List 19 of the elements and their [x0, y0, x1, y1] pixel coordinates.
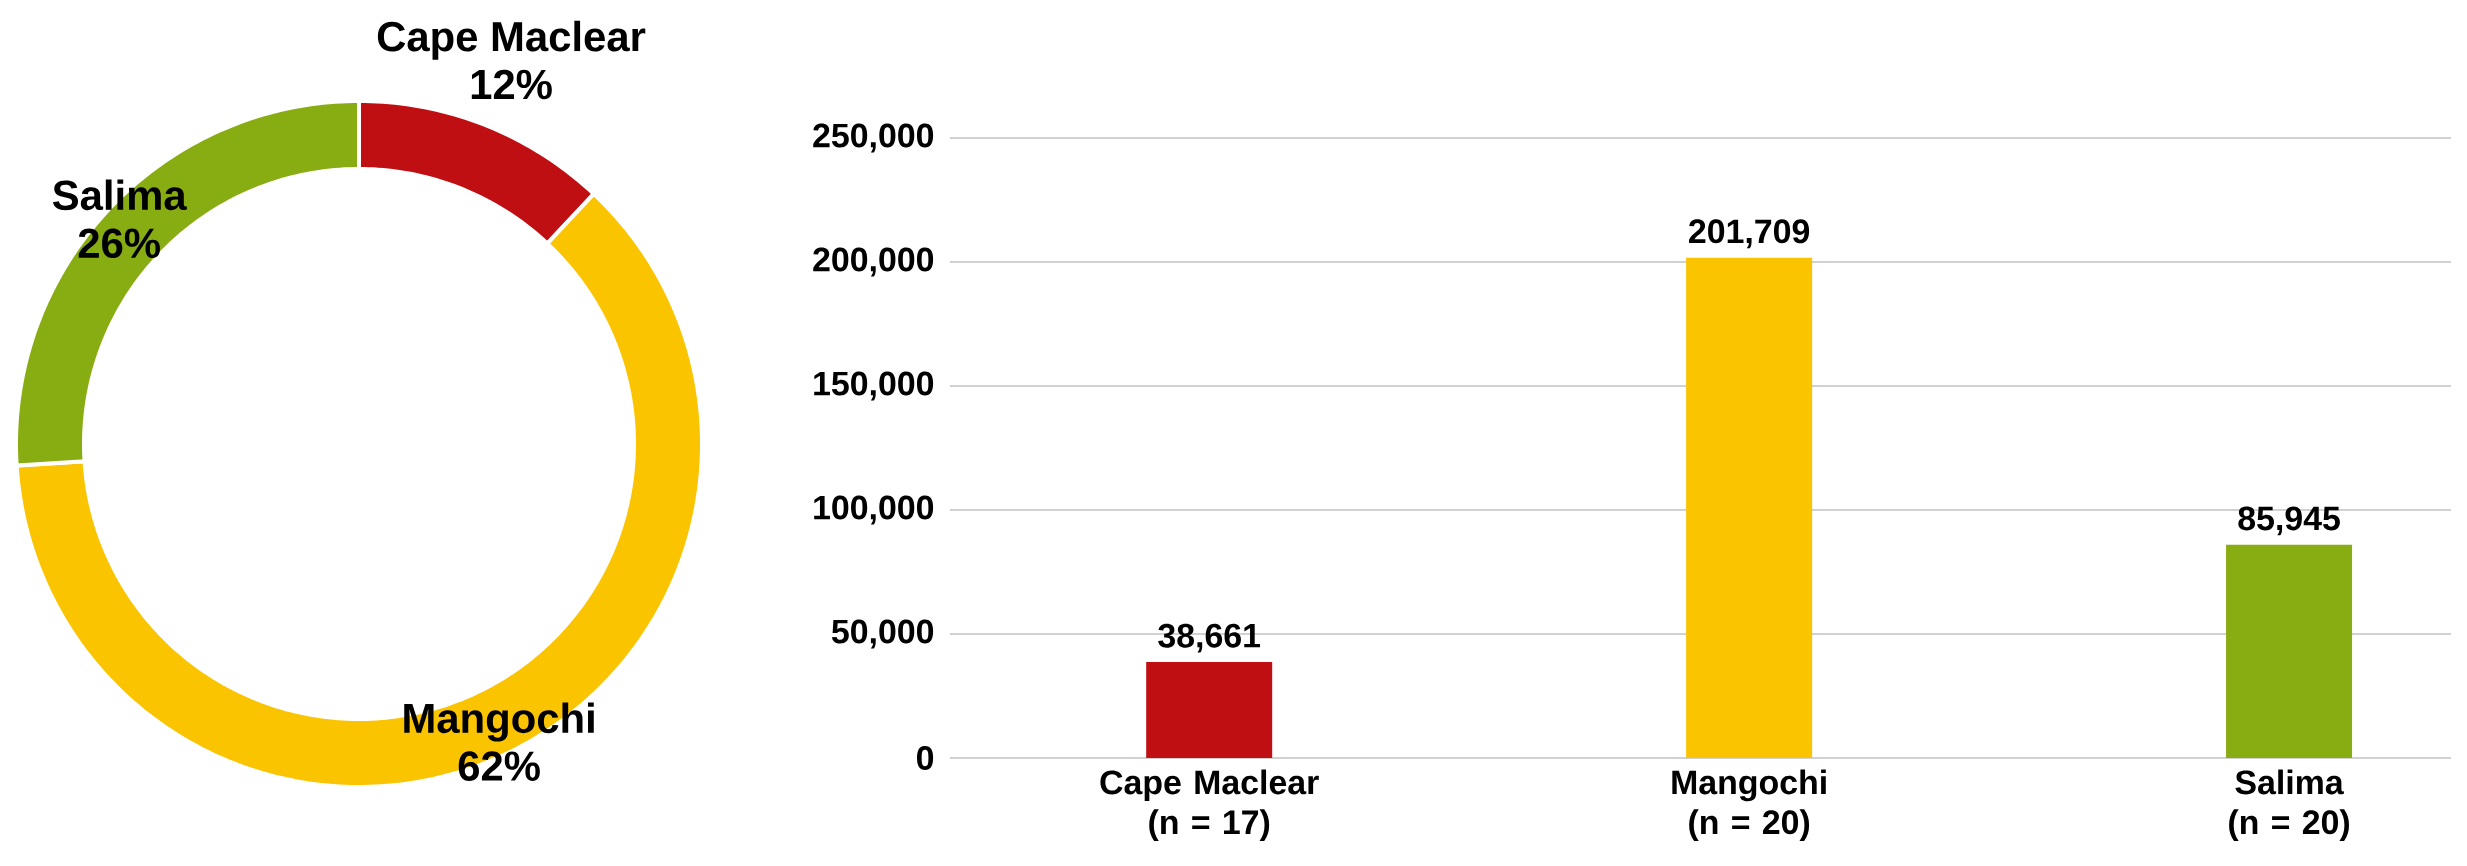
y-tick-label: 200,000	[813, 247, 934, 277]
slice-label: Cape Maclear	[377, 20, 646, 60]
bar	[1146, 662, 1273, 758]
y-tick-label: 250,000	[813, 123, 934, 153]
x-tick-label: Salima (n = 20)	[2229, 769, 2349, 841]
x-tick-label: Mangochi (n = 20)	[1672, 769, 1826, 841]
data-label: 38,661	[1158, 623, 1261, 653]
y-tick-label: 150,000	[814, 371, 934, 401]
y-tick-label: 50,000	[831, 619, 934, 649]
data-label: 85,945	[2238, 506, 2340, 536]
data-label: 201,709	[1689, 219, 1810, 249]
data-label: 12%	[471, 69, 552, 100]
data-label: 26%	[78, 228, 160, 259]
bar	[1686, 257, 1813, 758]
y-tick-label: 100,000	[814, 495, 934, 525]
y-tick-label: 0	[917, 746, 934, 770]
bar	[2226, 544, 2353, 758]
x-tick-label: Cape Maclear (n = 17)	[1100, 769, 1319, 841]
data-label: 62%	[458, 751, 540, 781]
